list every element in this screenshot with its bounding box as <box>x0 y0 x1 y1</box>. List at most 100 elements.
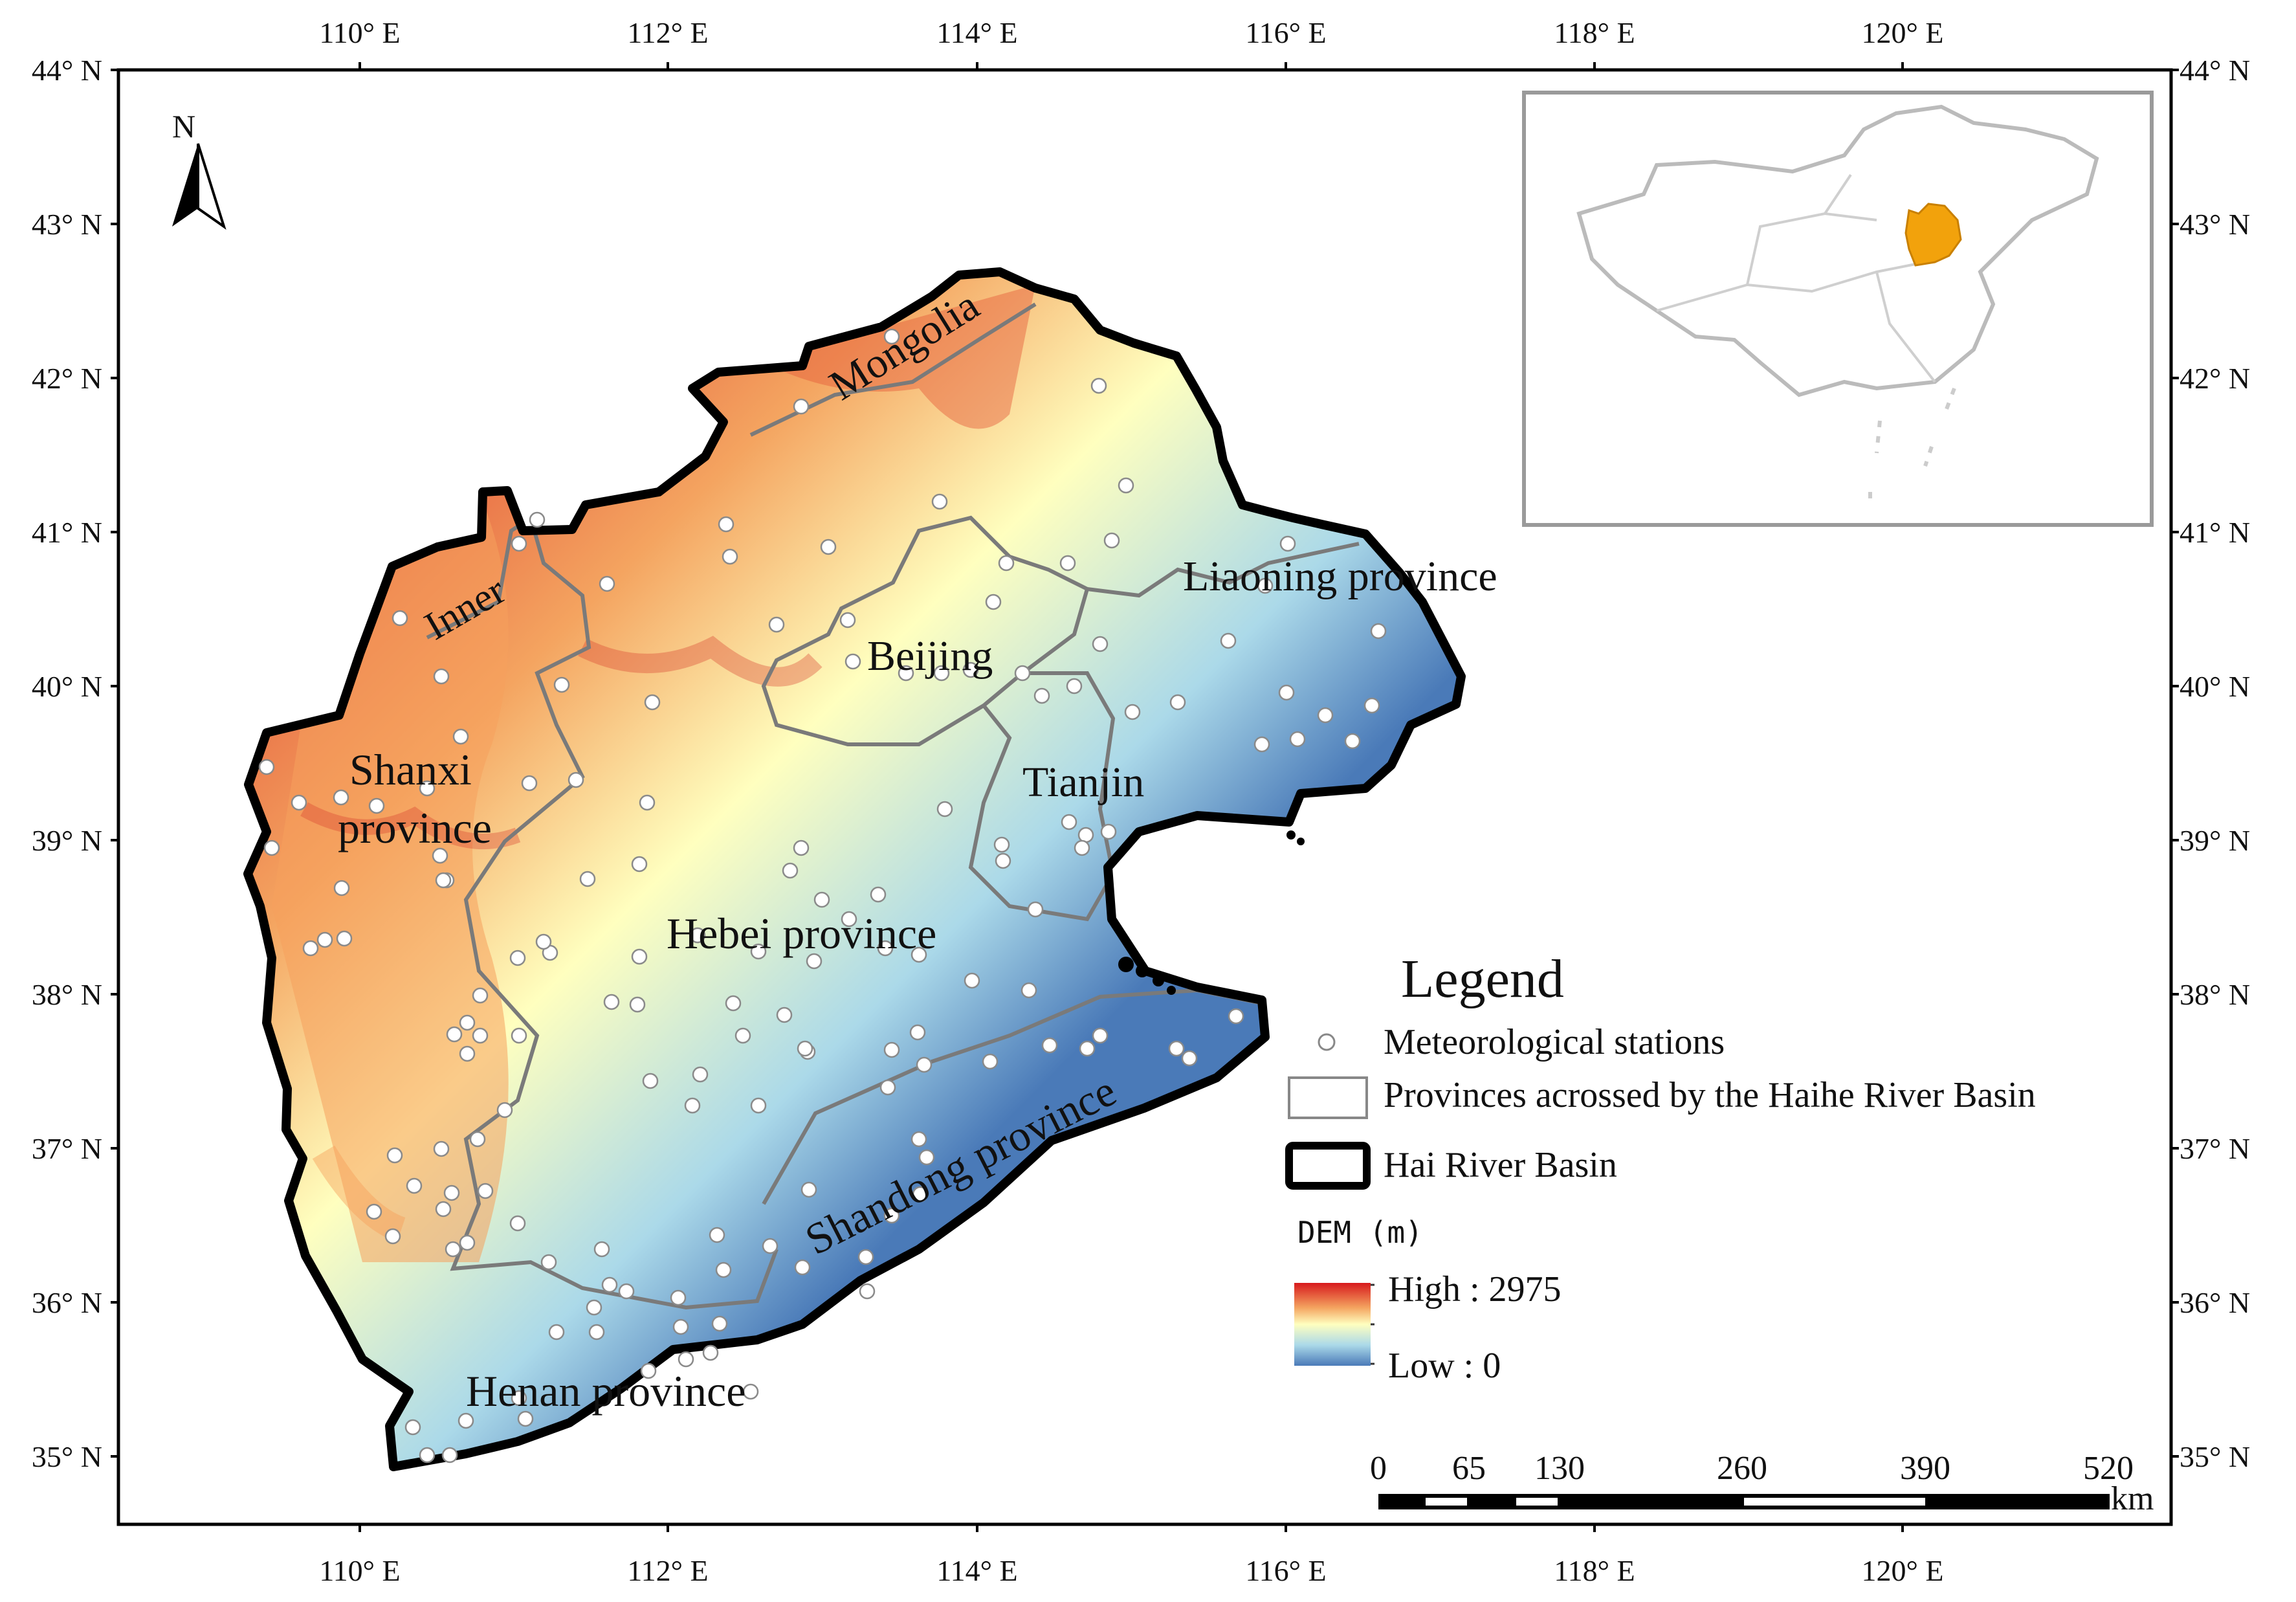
legend-dem-ramp <box>1294 1283 1371 1366</box>
station-marker <box>1092 1027 1109 1044</box>
left-lat-tick-label: 36° N <box>32 1286 102 1319</box>
station-marker <box>1061 814 1077 830</box>
station-marker <box>1090 377 1107 394</box>
inset-china-outline <box>1576 104 2099 397</box>
station-marker <box>472 1027 489 1044</box>
station-marker <box>366 1203 382 1220</box>
station-marker <box>601 1276 618 1293</box>
station-marker <box>1344 733 1361 750</box>
inset-province-lines <box>1656 173 1942 383</box>
scale-bar-tick-label: 520 <box>2083 1450 2134 1487</box>
right-lat-tick-label: 38° N <box>2180 978 2250 1011</box>
station-marker <box>435 872 452 889</box>
station-marker <box>883 1041 900 1058</box>
station-marker <box>459 1234 476 1251</box>
station-marker <box>672 1318 689 1335</box>
left-lat-tick-label: 39° N <box>32 824 102 857</box>
station-marker <box>1103 532 1120 549</box>
left-lat-tick-label: 40° N <box>32 670 102 703</box>
left-lat-tick-label: 38° N <box>32 978 102 1011</box>
station-marker <box>1181 1050 1198 1067</box>
meteorological-stations <box>258 328 1387 1463</box>
station-marker <box>511 535 527 552</box>
station-marker <box>1021 982 1037 999</box>
station-marker <box>333 789 349 806</box>
station-marker <box>517 1410 534 1427</box>
station-marker <box>870 886 887 903</box>
station-marker <box>472 987 489 1004</box>
station-marker <box>404 1419 421 1436</box>
bottom-lon-tick-label: 118° E <box>1554 1554 1635 1587</box>
station-marker <box>820 539 837 555</box>
station-marker <box>718 516 734 533</box>
station-marker <box>631 856 648 873</box>
station-marker <box>521 775 538 792</box>
station-marker <box>857 1249 874 1265</box>
label-shanxi-line2: province <box>338 803 492 852</box>
legend-basin-label: Hai River Basin <box>1384 1145 1617 1185</box>
station-marker <box>911 1131 927 1148</box>
left-lat-tick-label: 35° N <box>32 1440 102 1473</box>
station-marker <box>670 1289 687 1306</box>
station-marker <box>588 1324 605 1341</box>
station-marker <box>509 1215 526 1232</box>
station-marker <box>631 948 648 965</box>
station-marker <box>918 1149 935 1166</box>
station-marker <box>316 931 333 948</box>
station-marker <box>1317 707 1334 724</box>
label-liaoning: Liaoning province <box>1183 553 1497 600</box>
right-lat-tick-label: 35° N <box>2180 1440 2250 1473</box>
station-marker <box>709 1227 725 1243</box>
label-henan: Henan province <box>466 1366 745 1416</box>
right-tick-labels: 44° N 43° N 42° N 41° N 40° N 39° N 38° N 37° N… <box>2171 54 2250 1473</box>
bottom-lon-tick-label: 114° E <box>936 1554 1017 1587</box>
left-lat-tick-label: 44° N <box>32 54 102 87</box>
station-marker <box>1074 840 1090 856</box>
station-marker <box>883 1207 900 1224</box>
left-lat-tick-label: 41° N <box>32 516 102 549</box>
left-lat-tick-label: 42° N <box>32 362 102 395</box>
station-marker <box>711 1315 728 1332</box>
station-marker <box>1079 1040 1096 1057</box>
station-marker <box>806 953 822 970</box>
station-marker <box>702 1344 719 1361</box>
station-marker <box>684 1097 701 1114</box>
station-marker <box>446 1026 463 1043</box>
inset-south-islands <box>1868 387 1956 505</box>
left-tick-labels: 44° N 43° N 42° N 41° N 40° N 39° N 38° N 37° N… <box>32 54 118 1473</box>
legend-basin-symbol <box>1285 1142 1371 1190</box>
station-marker <box>1059 555 1076 572</box>
inset-basin-highlight <box>1904 203 1962 267</box>
station-marker <box>898 665 914 682</box>
top-lon-tick-label: 110° E <box>319 16 400 49</box>
station-marker <box>593 1241 610 1258</box>
station-marker <box>1220 632 1237 649</box>
station-marker <box>459 1014 476 1031</box>
station-marker <box>263 840 280 856</box>
scale-bar-ticks: 0 65 130 260 390 520 <box>1370 1450 2134 1487</box>
station-marker <box>291 794 307 811</box>
station-marker <box>586 1299 602 1316</box>
station-marker <box>433 668 450 685</box>
station-marker <box>458 1412 474 1429</box>
station-marker <box>1279 535 1296 552</box>
station-marker <box>548 1324 565 1341</box>
station-marker <box>629 996 646 1013</box>
station-marker <box>644 694 661 711</box>
station-marker <box>725 995 742 1012</box>
station-marker <box>813 891 830 908</box>
station-marker <box>985 594 1002 610</box>
station-marker <box>916 1056 933 1073</box>
station-marker <box>768 616 785 633</box>
station-marker <box>911 946 927 963</box>
station-marker <box>469 1131 486 1148</box>
label-hebei: Hebei province <box>667 909 936 958</box>
right-lat-tick-label: 43° N <box>2180 208 2250 241</box>
station-marker <box>435 1201 452 1218</box>
bottom-tick-labels: 110° E 112° E 114° E 116° E 118° E 120° E <box>319 1524 1944 1587</box>
station-marker <box>258 759 275 775</box>
label-tianjin: Tianjin <box>1022 759 1144 806</box>
bottom-lon-tick-label: 112° E <box>627 1554 708 1587</box>
station-marker <box>964 972 980 989</box>
station-marker <box>909 1024 926 1041</box>
